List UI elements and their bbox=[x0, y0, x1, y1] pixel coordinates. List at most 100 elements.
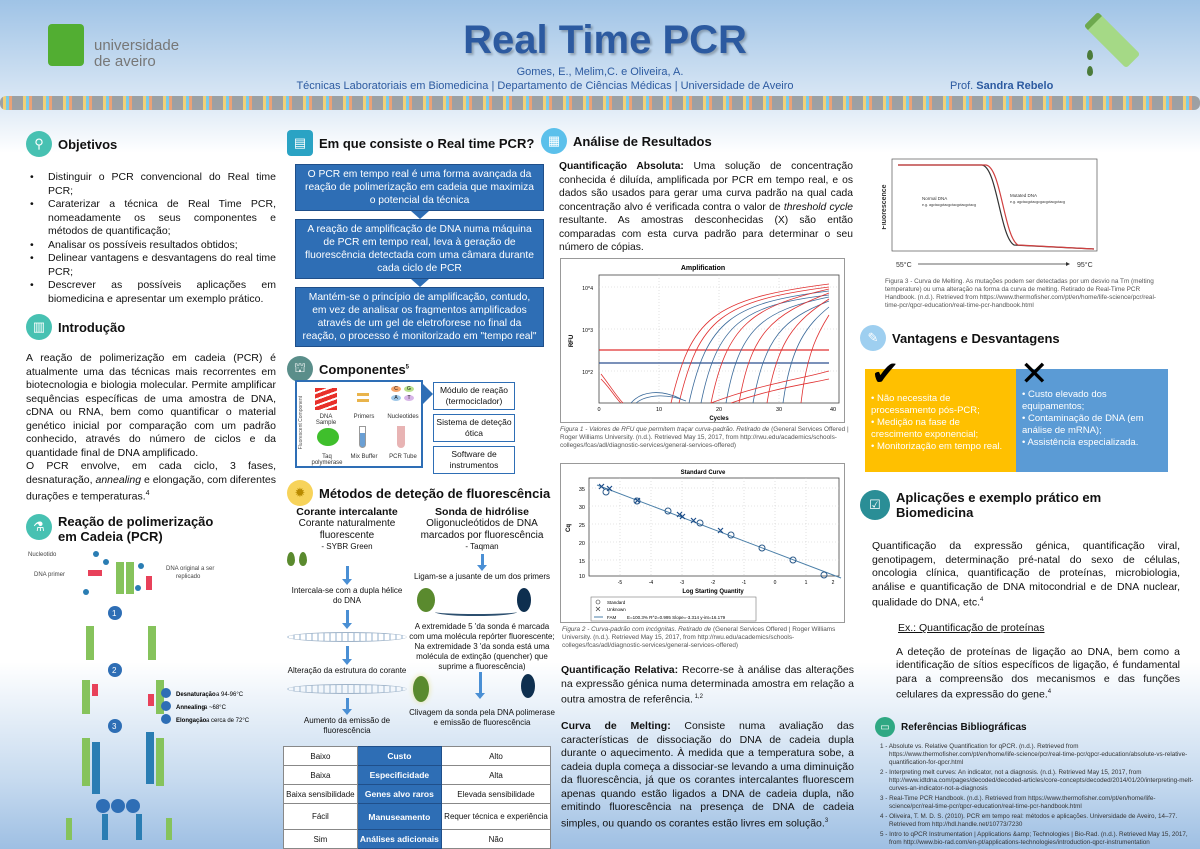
cell-criteria: Genes alvo raros bbox=[356, 784, 442, 804]
aplicacoes-section: ☑ Aplicações e exemplo prático em Biomedi… bbox=[860, 490, 1180, 702]
title-line: Reação de polimerização bbox=[58, 514, 214, 529]
list-item: Contaminação de DNA (em análise de mRNA)… bbox=[1022, 413, 1162, 437]
section-title: Análise de Resultados bbox=[573, 133, 712, 149]
affiliation: Técnicas Laboratoriais em Biomedicina | … bbox=[0, 80, 1200, 92]
cell-criteria: Custo bbox=[356, 746, 442, 766]
svg-text:95°C: 95°C bbox=[1077, 261, 1093, 269]
svg-text:1: 1 bbox=[112, 609, 117, 618]
cell: Elevada sensibilidade bbox=[440, 784, 552, 804]
section-title: Aplicações e exemplo prático em Biomedici… bbox=[896, 490, 1101, 520]
objetivos-list: Distinguir o PCR convencional do Real ti… bbox=[26, 171, 276, 306]
svg-text:10^3: 10^3 bbox=[582, 328, 593, 334]
svg-text:55°C: 55°C bbox=[896, 261, 912, 269]
standard-curve-plot: Standard Curve 35 30 25 20 15 10 -5 -4 -… bbox=[566, 470, 842, 622]
cell: Sim bbox=[283, 829, 358, 849]
item-label: Mix Buffer bbox=[350, 454, 378, 460]
svg-text:30: 30 bbox=[776, 407, 782, 413]
text: Recorre-se à análise das alterações na e… bbox=[561, 664, 854, 706]
text: Uma solução de concentração conhecida é … bbox=[559, 161, 853, 213]
clipboard-chart-icon: ▦ bbox=[541, 128, 567, 154]
droplet-icon bbox=[1087, 50, 1093, 60]
cleaved-probe-diagram bbox=[409, 672, 555, 708]
primers-icon bbox=[357, 392, 369, 402]
component-box: Módulo de reação (termociclador) bbox=[433, 382, 515, 410]
svg-text:Log Starting Quantity: Log Starting Quantity bbox=[682, 589, 744, 595]
down-arrow-icon bbox=[410, 279, 429, 287]
referencias-section: ▭ Referências Bibliográficas 1 - Absolute… bbox=[875, 717, 1195, 849]
section-title: Reação de polimerização em Cadeia (PCR) bbox=[58, 514, 213, 544]
svg-text:35: 35 bbox=[579, 487, 585, 493]
vantagens-section: ✎ Vantagens e Desvantagens bbox=[860, 325, 1180, 351]
nucleotide: T bbox=[404, 395, 414, 401]
component-box: Sistema de deteção ótica bbox=[433, 414, 515, 442]
title-text: Componentes bbox=[319, 361, 406, 377]
svg-text:Standard: Standard bbox=[607, 600, 626, 605]
checkmark-icon: ✔ bbox=[871, 355, 900, 393]
glowing-reporter-icon bbox=[413, 676, 429, 702]
section-title: Vantagens e Desvantagens bbox=[892, 330, 1060, 346]
example-title: Ex.: Quantificação de proteínas bbox=[898, 622, 1045, 634]
method-sub: Corante naturalmente fluorescente bbox=[298, 518, 396, 541]
list-item: Monitorização em tempo real. bbox=[871, 441, 1010, 453]
svg-text:Standard Curve: Standard Curve bbox=[681, 470, 726, 476]
relative-quant-paragraph: Quantificação Relativa: Recorre-se à aná… bbox=[561, 664, 854, 707]
item-label: Primers bbox=[353, 414, 375, 420]
svg-text:Normal DNA: Normal DNA bbox=[922, 196, 947, 201]
table-row: Sim Análises adicionais Não bbox=[283, 829, 552, 849]
section-title: Métodos de deteção de fluorescência bbox=[319, 485, 551, 501]
section-title: Componentes5 bbox=[319, 362, 409, 377]
down-arrow-icon bbox=[475, 672, 485, 699]
svg-text:E=100.3% R^2=0.995 Slope=-3.31: E=100.3% R^2=0.995 Slope=-3.314 y-int=16… bbox=[627, 615, 726, 620]
svg-text:FAM: FAM bbox=[607, 615, 617, 620]
example-paragraph: A deteção de proteínas de ligação ao DNA… bbox=[860, 646, 1180, 703]
prof-prefix: Prof. bbox=[950, 80, 974, 92]
svg-text:10^2: 10^2 bbox=[582, 370, 593, 376]
intro-paragraph-2: O PCR envolve, em cada ciclo, 3 fases, d… bbox=[26, 460, 276, 504]
title-line: Aplicações e exemplo prático em bbox=[896, 490, 1102, 505]
list-item: Caraterizar a técnica de Real Time PCR, … bbox=[26, 198, 276, 239]
svg-text:-2: -2 bbox=[711, 580, 716, 586]
metodos-section: ✹ Métodos de deteção de fluorescência Cor… bbox=[287, 480, 555, 742]
droplet-icon bbox=[1087, 66, 1093, 76]
ref-sup: 4 bbox=[979, 597, 984, 603]
cell: Fácil bbox=[283, 803, 358, 830]
list-item: Delinear vantagens e desvantagens do rea… bbox=[26, 252, 276, 279]
svg-text:a ~68°C: a ~68°C bbox=[204, 705, 227, 711]
cons-list: Custo elevado dos equipamentos; Contamin… bbox=[1022, 389, 1162, 449]
poster-title: Real Time PCR bbox=[463, 18, 747, 62]
svg-text:20: 20 bbox=[579, 541, 585, 547]
list-item: Analisar os possíveis resultados obtidos… bbox=[26, 239, 276, 253]
flow-box: A reação de amplificação de DNA numa máq… bbox=[295, 219, 544, 279]
cons-box: ✕ Custo elevado dos equipamentos; Contam… bbox=[1016, 357, 1168, 472]
list-item: Medição na fase de crescimento exponenci… bbox=[871, 417, 1010, 441]
figure2-caption: Figura 2 - Curva-padrão com incógnitas. … bbox=[562, 626, 852, 650]
table-row: Baixa Especificidade Alta bbox=[283, 765, 552, 785]
svg-text:0: 0 bbox=[597, 407, 600, 413]
side-label: Fluorescent Component bbox=[298, 396, 304, 450]
reference-item: 3 - Real-Time PCR Handbook. (n.d.). Retr… bbox=[880, 795, 1156, 810]
affiliation-text: Técnicas Laboratoriais em Biomedicina | … bbox=[296, 80, 794, 92]
svg-text:replicado: replicado bbox=[176, 574, 201, 580]
svg-text:DNA original a ser: DNA original a ser bbox=[166, 566, 214, 572]
ref-sup: 4 bbox=[1047, 689, 1052, 695]
section-title: Referências Bibliográficas bbox=[901, 721, 1027, 733]
cross-icon: ✕ bbox=[1020, 355, 1049, 393]
svg-text:Fluorescence: Fluorescence bbox=[882, 184, 888, 229]
hidrolise-column: Sonda de hidrólise Oligonucleótidos de D… bbox=[409, 506, 555, 728]
caption-em: Figura 1 - Valores de RFU que permitem t… bbox=[560, 426, 770, 433]
comparison-table: Baixo Custo Alto Baixa Especificidade Alta B… bbox=[283, 746, 552, 849]
nucleotide: A bbox=[391, 395, 401, 401]
intro-paragraph: A reação de polimerização em cadeia (PCR… bbox=[26, 352, 276, 459]
clipboard-icon: ☑ bbox=[860, 490, 890, 520]
down-arrow-icon bbox=[341, 610, 352, 629]
dye-leaves bbox=[287, 552, 407, 566]
down-arrow-icon bbox=[341, 698, 352, 715]
test-tubes-icon: ▥ bbox=[26, 314, 52, 340]
amplification-chart: Amplification 10^4 10^3 bbox=[560, 258, 845, 423]
ref-sup: 3 bbox=[824, 817, 829, 824]
method-step: Alteração da estrutura do corante bbox=[287, 666, 407, 675]
down-arrow-icon bbox=[341, 566, 352, 585]
cell: Não bbox=[440, 829, 552, 849]
section-title: Introdução bbox=[58, 319, 126, 335]
melting-paragraph: Curva de Melting: Consiste numa avaliaçã… bbox=[561, 720, 854, 831]
